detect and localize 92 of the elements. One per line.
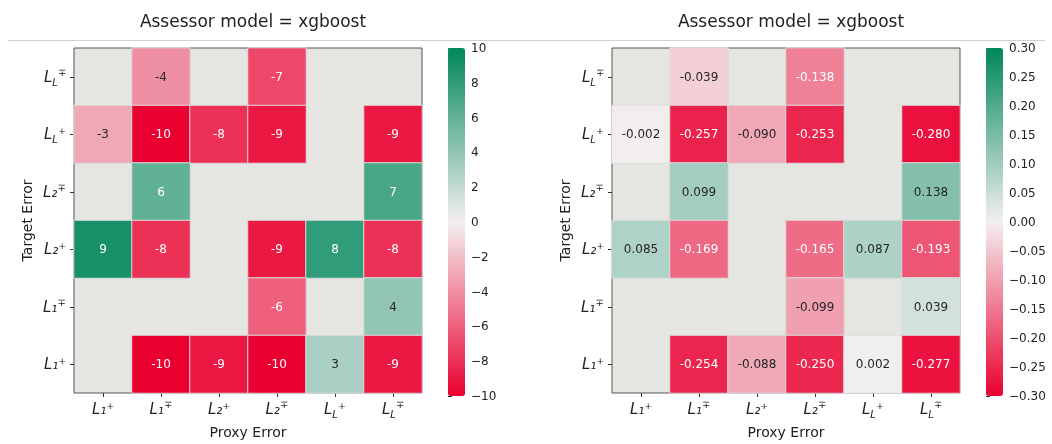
y-tick-label: L₂⁺: [582, 240, 605, 259]
data-label: 3: [331, 357, 339, 372]
data-label: -4: [155, 69, 167, 84]
y-tick-label: L₂$^{∓}$: [43, 181, 66, 201]
color-bar-label: 8: [471, 75, 479, 90]
data-label: -10: [151, 127, 171, 142]
y-tick-label: L$_{L}$⁺: [44, 125, 66, 146]
color-bar-label: 6: [471, 110, 479, 125]
data-label: -0.165: [795, 242, 835, 257]
data-label: -0.250: [795, 357, 835, 372]
color-bar-label: −8: [471, 354, 489, 369]
x-axis-title: Proxy Error: [747, 424, 825, 440]
data-label: 0.039: [913, 299, 949, 314]
color-bar-label: −2: [471, 249, 489, 264]
data-label: 4: [389, 299, 397, 314]
color-bar-label: 0.25: [1009, 70, 1036, 84]
data-label: -9: [213, 357, 225, 372]
y-tick-label: L₂$^{∓}$: [581, 181, 604, 201]
data-label: 0.085: [623, 242, 659, 257]
y-axis-title: Target Error: [19, 179, 35, 263]
x-tick-label: L₂⁺: [208, 400, 231, 418]
data-label: -0.254: [679, 357, 719, 372]
data-label: -0.138: [795, 69, 835, 84]
data-label: 8: [331, 242, 339, 257]
data-label: 9: [99, 242, 107, 257]
color-bar-label: 0: [471, 215, 479, 229]
data-label: 0.099: [681, 184, 717, 199]
data-label: -8: [155, 242, 167, 257]
data-label: -10: [267, 357, 287, 372]
data-label: -3: [97, 127, 109, 142]
data-label: 0.138: [913, 184, 949, 199]
data-label: -7: [271, 69, 283, 84]
data-label: -0.088: [737, 357, 777, 372]
y-tick-label: L$_{L}$⁺: [582, 125, 604, 146]
x-axis-title: Proxy Error: [209, 424, 287, 440]
x-tick-label: L₂$^{∓}$: [803, 399, 827, 418]
data-label: -0.099: [795, 299, 835, 314]
color-bar-label: 0.30: [1009, 41, 1036, 55]
data-label: 0.087: [855, 242, 891, 257]
color-bar-label: −0.20: [1009, 331, 1046, 345]
data-label: -0.193: [911, 242, 951, 257]
data-label: -0.002: [621, 127, 661, 142]
color-bar-label: −0.05: [1009, 244, 1046, 258]
color-bar-label: 10: [471, 41, 487, 55]
x-tick-label: L$_{L}$⁺: [324, 400, 346, 420]
x-tick-label: L₂$^{∓}$: [265, 399, 289, 418]
x-tick-label: L₁$^{∓}$: [687, 399, 711, 418]
chart-title: Assessor model = xgboost: [677, 10, 905, 31]
x-tick-label: L₁⁺: [92, 400, 115, 418]
color-bar-label: −0.15: [1009, 302, 1046, 316]
y-tick-label: L₁⁺: [44, 355, 67, 374]
x-tick-label: L₂⁺: [746, 400, 769, 418]
data-label: -8: [387, 242, 399, 257]
data-label: -6: [271, 299, 283, 314]
color-bar-label: −0.25: [1009, 360, 1046, 374]
x-tick-label: L$_{L}$⁺: [862, 400, 884, 420]
color-bar-label: 2: [471, 180, 479, 195]
y-tick-label: L₂⁺: [44, 240, 67, 259]
data-label: 0.002: [855, 357, 891, 372]
color-bar-label: −6: [471, 319, 489, 334]
color-bar-label: −0.10: [1009, 273, 1046, 287]
data-label: 7: [389, 184, 397, 199]
data-label: -8: [213, 127, 225, 142]
data-label: -0.169: [679, 242, 719, 257]
data-label: -0.253: [795, 127, 835, 142]
chart-title: Assessor model = xgboost: [139, 10, 367, 31]
data-label: -0.277: [911, 357, 951, 372]
data-label: -9: [387, 127, 399, 142]
data-label: -0.090: [737, 127, 777, 142]
color-bar-label: 0.05: [1009, 186, 1036, 200]
data-label: -10: [151, 357, 171, 372]
data-label: 6: [157, 184, 165, 199]
color-bar-label: 0.10: [1009, 157, 1036, 171]
color-bar-label: 4: [471, 145, 479, 160]
data-label: -0.039: [679, 69, 719, 84]
data-label: -0.280: [911, 127, 951, 142]
x-tick-label: L₁$^{∓}$: [149, 399, 173, 418]
color-bar-label: −0.30: [1009, 389, 1046, 403]
data-label: -0.257: [679, 127, 719, 142]
color-bar-label: 0.15: [1009, 128, 1036, 142]
y-axis-title: Target Error: [557, 179, 573, 263]
color-bar-label: −4: [471, 284, 489, 299]
color-bar-label: 0.20: [1009, 99, 1036, 113]
y-tick-label: L₁$^{∓}$: [43, 296, 66, 316]
y-tick-label: L₁⁺: [582, 355, 605, 374]
color-bar-label: 0.00: [1009, 215, 1036, 229]
data-label: -9: [271, 242, 283, 257]
data-label: -9: [387, 357, 399, 372]
y-tick-label: L₁$^{∓}$: [581, 296, 604, 316]
data-label: -9: [271, 127, 283, 142]
x-tick-label: L₁⁺: [630, 400, 653, 418]
color-bar-label: −10: [471, 389, 497, 403]
